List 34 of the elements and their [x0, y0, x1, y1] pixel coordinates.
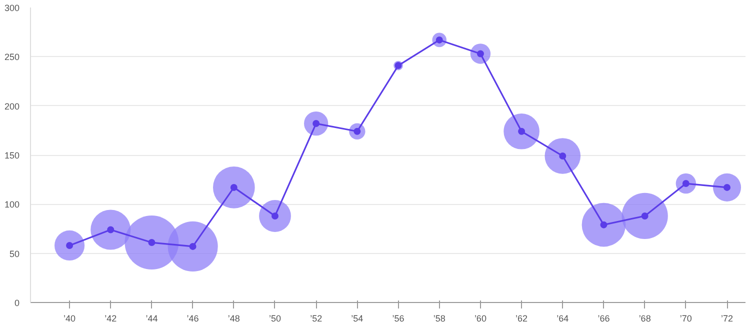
y-tick-label: 200 — [4, 101, 20, 112]
point — [148, 239, 156, 246]
point — [559, 152, 566, 160]
point — [518, 128, 526, 135]
point — [66, 242, 74, 249]
y-tick-label: 50 — [9, 248, 20, 259]
x-tick-label: ’42 — [104, 314, 117, 324]
x-tick-label: ’46 — [186, 314, 199, 324]
point — [641, 212, 648, 220]
y-tick-label: 100 — [4, 200, 20, 210]
x-tick-label: ’62 — [516, 314, 528, 324]
x-tick-label: ’66 — [598, 314, 610, 324]
x-tick-label: ’50 — [268, 314, 282, 324]
x-tick-label: ’68 — [638, 314, 651, 324]
x-tick-label: ’56 — [392, 314, 404, 324]
y-tick-label: 250 — [4, 52, 20, 62]
y-tick-label: 300 — [4, 3, 20, 13]
point — [189, 242, 196, 250]
point — [271, 212, 278, 220]
x-tick-label: ’60 — [474, 314, 486, 324]
y-tick-label: 0 — [14, 298, 20, 308]
point — [230, 184, 238, 191]
x-tick-label: ’48 — [228, 314, 240, 324]
x-tick-label: ’40 — [64, 314, 76, 324]
x-tick-label: ’54 — [351, 314, 364, 324]
y-tick-label: 150 — [4, 150, 20, 160]
x-tick-label: ’64 — [556, 314, 569, 324]
point — [107, 226, 114, 234]
x-tick-label: ’44 — [146, 314, 158, 324]
x-tick-label: ’72 — [721, 314, 734, 324]
x-tick-label: ’70 — [680, 314, 692, 324]
x-tick-label: ’52 — [310, 314, 322, 324]
x-tick-label: ’58 — [433, 314, 446, 324]
point — [600, 221, 608, 228]
